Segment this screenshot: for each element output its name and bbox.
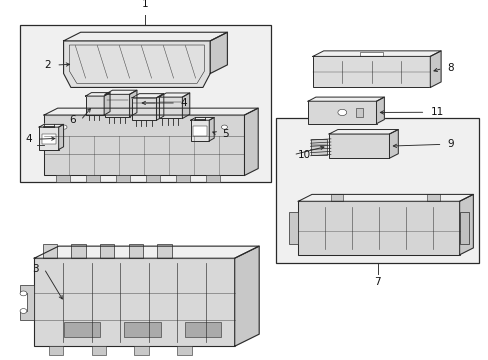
Polygon shape — [288, 212, 298, 244]
Polygon shape — [105, 94, 129, 117]
Polygon shape — [459, 194, 472, 255]
Bar — [116, 175, 130, 182]
Text: 3: 3 — [32, 264, 39, 274]
Polygon shape — [132, 94, 163, 98]
Polygon shape — [104, 93, 110, 115]
Text: 9: 9 — [447, 139, 453, 149]
Circle shape — [20, 291, 27, 296]
Polygon shape — [190, 120, 209, 141]
Bar — [146, 175, 160, 182]
Polygon shape — [34, 258, 234, 346]
Text: 4: 4 — [181, 98, 187, 108]
Bar — [193, 126, 206, 136]
Text: 2: 2 — [44, 60, 51, 70]
Bar — [134, 346, 148, 355]
Bar — [124, 321, 160, 337]
Polygon shape — [234, 246, 259, 346]
Polygon shape — [312, 57, 429, 87]
Polygon shape — [44, 115, 244, 175]
Polygon shape — [159, 97, 182, 118]
Bar — [206, 175, 220, 182]
FancyBboxPatch shape — [20, 25, 271, 182]
Circle shape — [20, 309, 27, 314]
Bar — [64, 321, 100, 337]
Bar — [42, 134, 56, 144]
Polygon shape — [43, 244, 57, 258]
Polygon shape — [105, 90, 137, 94]
Polygon shape — [209, 117, 214, 141]
Polygon shape — [298, 201, 459, 255]
Polygon shape — [128, 244, 143, 258]
Polygon shape — [59, 124, 63, 149]
Circle shape — [337, 109, 346, 116]
Polygon shape — [39, 127, 59, 149]
Circle shape — [61, 125, 67, 129]
Bar — [177, 346, 191, 355]
Polygon shape — [34, 246, 259, 258]
Bar — [184, 321, 220, 337]
Polygon shape — [132, 98, 156, 120]
Polygon shape — [328, 134, 389, 158]
Bar — [48, 346, 63, 355]
Polygon shape — [307, 97, 384, 101]
Polygon shape — [307, 101, 376, 124]
Polygon shape — [244, 108, 258, 175]
Polygon shape — [71, 244, 85, 258]
Polygon shape — [44, 108, 258, 115]
Text: 7: 7 — [374, 276, 380, 287]
Polygon shape — [159, 93, 189, 97]
Text: 5: 5 — [222, 129, 229, 139]
Bar — [330, 194, 343, 201]
Circle shape — [221, 125, 227, 129]
Polygon shape — [157, 244, 171, 258]
Text: 8: 8 — [447, 63, 453, 73]
Text: 4: 4 — [25, 134, 32, 144]
Text: 11: 11 — [429, 107, 443, 117]
Polygon shape — [20, 285, 34, 320]
Polygon shape — [85, 96, 104, 115]
Text: 1: 1 — [142, 0, 148, 9]
Bar — [56, 175, 70, 182]
Bar — [355, 108, 363, 117]
Polygon shape — [100, 244, 114, 258]
Bar — [359, 52, 383, 57]
Polygon shape — [429, 51, 440, 87]
Text: 10: 10 — [298, 150, 311, 160]
Bar — [427, 194, 439, 201]
Polygon shape — [190, 117, 214, 120]
Polygon shape — [210, 32, 227, 73]
Polygon shape — [39, 124, 63, 127]
Polygon shape — [182, 93, 189, 118]
Polygon shape — [298, 194, 472, 201]
Bar — [176, 175, 190, 182]
Polygon shape — [389, 130, 398, 158]
Polygon shape — [85, 93, 110, 96]
Bar — [310, 139, 326, 154]
Polygon shape — [63, 41, 210, 87]
Polygon shape — [328, 130, 398, 134]
Text: 6: 6 — [69, 115, 76, 125]
Polygon shape — [129, 90, 137, 117]
Bar — [86, 175, 100, 182]
FancyBboxPatch shape — [276, 118, 478, 264]
Polygon shape — [459, 212, 468, 244]
Polygon shape — [376, 97, 384, 124]
Polygon shape — [312, 51, 440, 57]
Polygon shape — [156, 94, 163, 120]
Polygon shape — [63, 32, 227, 41]
Bar — [91, 346, 105, 355]
